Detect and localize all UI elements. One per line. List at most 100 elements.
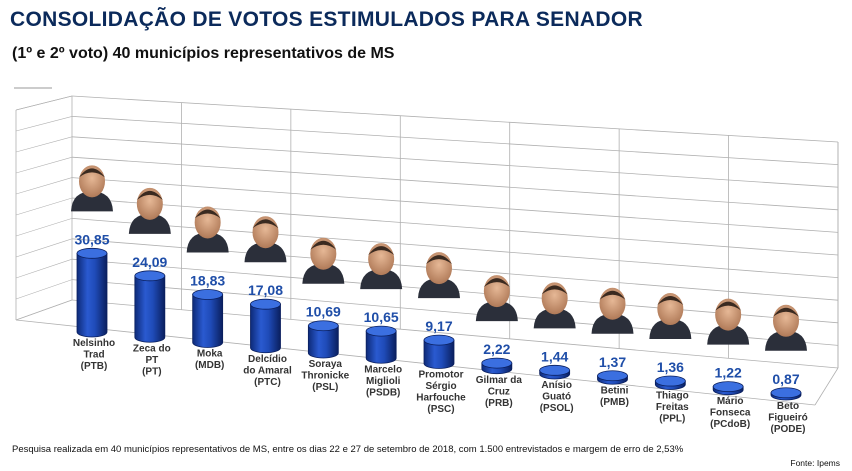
bar-group: 17,08 Delcídio do Amaral (PTC) (243, 216, 292, 388)
grid-line (71, 95, 839, 143)
candidate-photo (71, 165, 113, 212)
bar-top (712, 381, 744, 393)
bar (307, 325, 339, 359)
data-label: 17,08 (248, 282, 283, 298)
candidate-photo (418, 252, 460, 299)
photo-shoulders (649, 319, 692, 340)
photo-hair (657, 296, 684, 306)
bar-top (76, 247, 108, 259)
bar-top (307, 320, 339, 332)
chart-marks: 30,85 Nelsinho Trad (PTB) 24,09 Zeca do PT (PT)… (71, 165, 808, 435)
candidate-photo (533, 282, 576, 329)
bar-top (192, 289, 224, 300)
tick-label: Thiago Freitas (PPL) (656, 391, 689, 425)
candidate-photo (707, 298, 750, 345)
tick-label: Moka (MDB) (195, 349, 224, 372)
photo-shoulders (244, 242, 287, 263)
photo-shoulders (591, 313, 634, 334)
photo-shoulders (128, 213, 171, 234)
photo-hair (136, 190, 163, 200)
bar-group: 1,44 Anísio Guató (PSOL) (533, 282, 576, 414)
candidate-photo (591, 287, 634, 334)
photo-shoulders (71, 191, 113, 212)
candidate-photo (244, 216, 287, 263)
data-label: 30,85 (74, 231, 109, 247)
photo-hair (773, 307, 799, 317)
grid-line (15, 177, 73, 195)
bar-group: 2,22 Gilmar da Cruz (PRB) (475, 275, 523, 409)
data-label: 24,09 (132, 254, 167, 270)
photo-hair (194, 209, 221, 219)
photo-hair (715, 301, 742, 311)
photo-hair (310, 240, 337, 250)
data-label: 1,37 (599, 354, 626, 370)
data-label: 1,22 (715, 365, 742, 381)
bar-group: 10,69 Soraya Thronicke (PSL) (301, 237, 350, 393)
tick-label: Delcídio do Amaral (PTC) (243, 354, 292, 388)
photo-hair (252, 219, 279, 229)
grid-line (15, 197, 73, 216)
bar (134, 275, 166, 343)
photo-shoulders (475, 301, 518, 322)
photo-shoulders (707, 324, 750, 345)
bar-group: 1,37 Betini (PMB) (591, 287, 634, 408)
photo-shoulders (765, 330, 807, 351)
grid-line (15, 279, 73, 300)
photo-shoulders (360, 269, 403, 290)
grid-line (15, 136, 73, 153)
grid-line (15, 218, 73, 237)
data-label: 0,87 (772, 371, 799, 387)
candidate-photo (186, 206, 229, 253)
tick-label: Soraya Thronicke (PSL) (301, 359, 349, 393)
photo-shoulders (302, 263, 345, 284)
frame-edge (814, 367, 839, 406)
grid-line (71, 197, 839, 256)
data-label: 1,44 (541, 348, 568, 364)
bar-top (539, 364, 571, 376)
bar-top (250, 298, 281, 310)
grid-line (71, 136, 839, 188)
tick-label: Betini (PMB) (600, 385, 629, 408)
candidate-photo (475, 275, 518, 322)
grid-line (15, 156, 73, 174)
tick-label: Mário Fonseca (PCdoB) (710, 396, 751, 430)
grid-line (71, 156, 839, 211)
bar-group: 10,65 Marcelo Miglioli (PSDB) (360, 243, 403, 398)
bar-top (423, 334, 455, 346)
data-label: 10,65 (364, 309, 399, 325)
chart-title: CONSOLIDAÇÃO DE VOTOS ESTIMULADOS PARA S… (10, 8, 643, 31)
tick-label: Nelsinho Trad (PTB) (73, 338, 115, 372)
data-label: 18,83 (190, 272, 225, 288)
data-label: 9,17 (425, 318, 452, 334)
photo-shoulders (418, 278, 460, 299)
grid-line (15, 238, 73, 258)
candidate-photo (128, 187, 171, 234)
bar-top (365, 325, 397, 337)
bar-top (134, 270, 166, 282)
bar-group: 0,87 Beto Figueiró (PODE) (765, 304, 808, 435)
tick-label: Marcelo Miglioli (PSDB) (364, 364, 402, 398)
bar-group: 1,36 Thiago Freitas (PPL) (649, 293, 692, 425)
tick-label: Zeca do PT (PT) (133, 343, 171, 377)
bar-top (770, 387, 802, 399)
data-label: 2,22 (483, 341, 510, 357)
photo-hair (79, 168, 105, 178)
bar-top (481, 357, 513, 369)
candidate-photo (360, 243, 403, 290)
bar (365, 330, 397, 364)
photo-shoulders (186, 232, 229, 253)
grid-line (71, 116, 839, 165)
photo-hair (483, 278, 510, 288)
bar-group: 18,83 Moka (MDB) (186, 206, 229, 372)
grid-line (71, 177, 839, 233)
bar (192, 294, 224, 348)
data-label: 10,69 (306, 304, 341, 320)
tick-label: Anísio Guató (PSOL) (540, 380, 574, 414)
tick-label: Gilmar da Cruz (PRB) (476, 375, 523, 409)
bar-group: 24,09 Zeca do PT (PT) (128, 187, 171, 377)
grid-line (15, 95, 73, 111)
photo-hair (368, 246, 395, 256)
tick-label: Promotor Sérgio Harfouche (PSC) (416, 370, 466, 416)
tick-label: Beto Figueiró (PODE) (768, 401, 807, 435)
